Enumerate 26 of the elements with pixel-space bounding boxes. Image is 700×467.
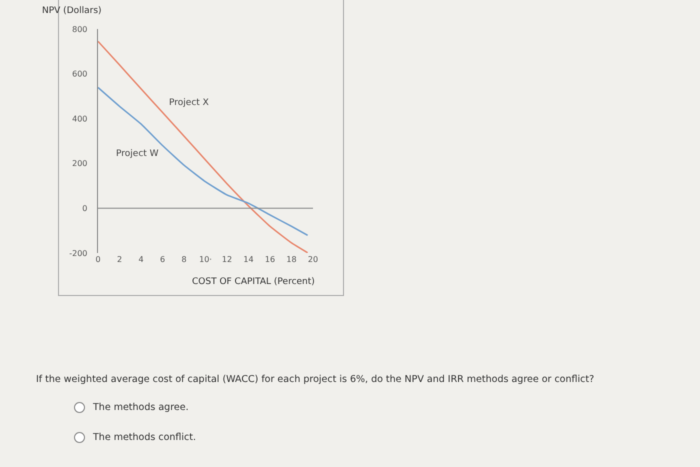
x-tick-label: 12 <box>222 255 232 264</box>
y-tick-label: -200 <box>69 248 88 258</box>
x-tick-label: 4 <box>138 255 144 264</box>
x-axis-title: COST OF CAPITAL (Percent) <box>192 277 315 287</box>
x-tick-label: 14 <box>243 255 254 264</box>
y-tick-label: 600 <box>72 70 88 79</box>
x-tick-label: 8 <box>181 255 187 264</box>
series-label: Project W <box>116 149 159 159</box>
text: The methods conflict. <box>93 432 196 443</box>
x-tick-label: 0 <box>95 255 101 264</box>
x-tick-label: 10· <box>199 255 212 264</box>
x-tick-label: 6 <box>160 255 166 264</box>
x-tick-label: 18 <box>286 255 297 264</box>
y-tick-label: 400 <box>72 114 88 124</box>
line-series <box>98 86 308 236</box>
x-tick-label: 16 <box>264 255 276 264</box>
text: If the weighted average cost of capital (WACC) for each project is 6%, do the NPV and IRR methods agree or conflict? <box>36 374 594 385</box>
y-axis-title: NPV (Dollars) <box>42 6 102 16</box>
y-tick-label: 200 <box>72 159 88 168</box>
y-tick-label: 0 <box>82 204 88 213</box>
y-tick-label: 800 <box>72 24 88 34</box>
x-tick-label: 20 <box>308 255 318 264</box>
x-tick-label: 2 <box>116 255 122 264</box>
text: The methods agree. <box>93 402 189 413</box>
line-series <box>98 40 308 253</box>
series-label: Project X <box>169 98 209 108</box>
